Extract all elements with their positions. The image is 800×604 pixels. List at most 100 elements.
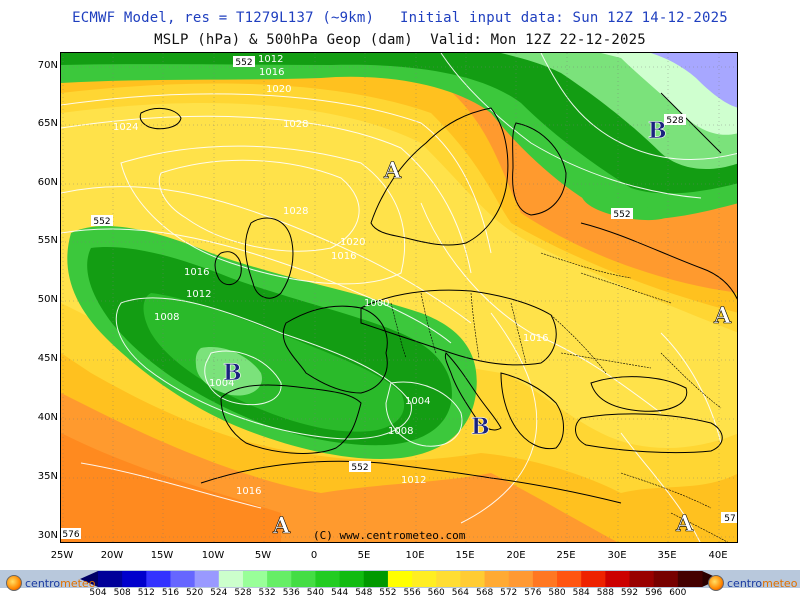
lon-label: 25E xyxy=(556,550,576,561)
isobar-label: 1008 xyxy=(388,426,413,437)
lon-label: 40E xyxy=(708,550,728,561)
low-center-italy: B xyxy=(471,414,490,440)
scale-tick-label: 544 xyxy=(331,588,349,598)
geop-field-580-sw xyxy=(61,433,281,542)
isobar-label: 1028 xyxy=(283,206,308,217)
borders xyxy=(390,252,728,542)
isobar-label: 1020 xyxy=(266,84,291,95)
scale-swatch xyxy=(605,571,631,587)
logo-icon xyxy=(6,575,22,591)
lon-label: 5E xyxy=(357,550,371,561)
svg-text:528: 528 xyxy=(666,116,683,126)
low-center-northeast: B xyxy=(648,118,667,144)
lon-label: 20E xyxy=(506,550,526,561)
scale-tick-label: 508 xyxy=(113,588,131,598)
scale-swatch xyxy=(581,571,606,587)
trough-540 xyxy=(143,293,405,432)
scale-swatch xyxy=(315,571,341,587)
scale-swatch xyxy=(194,571,220,587)
scale-arrow-left xyxy=(80,571,98,587)
map-title: ECMWF Model, res = T1279L137 (~9km) Init… xyxy=(72,10,728,26)
logo-text-part2: meteo xyxy=(60,576,96,590)
lon-label: 15W xyxy=(150,550,174,561)
logo-text-part1: centro xyxy=(25,576,61,590)
scale-tick-label: 512 xyxy=(137,588,155,598)
lon-label: 15E xyxy=(455,550,475,561)
high-center-middle-east: A xyxy=(675,511,694,537)
lat-label: 30N xyxy=(37,530,58,541)
scale-tick-label: 532 xyxy=(258,588,276,598)
scale-tick-label: 536 xyxy=(282,588,300,598)
lon-label: 25W xyxy=(50,550,74,561)
scale-swatch xyxy=(291,571,316,587)
lat-label: 45N xyxy=(37,353,58,364)
geop-label: 552 xyxy=(91,215,113,227)
geop-552-east xyxy=(581,193,671,221)
lon-label: 30E xyxy=(607,550,627,561)
isobar-label: 1008 xyxy=(154,312,179,323)
graticule xyxy=(61,53,737,542)
scale-swatch xyxy=(122,571,147,587)
coastlines xyxy=(139,92,737,504)
logo-right: centro meteo xyxy=(708,574,797,592)
scale-tick-label: 504 xyxy=(89,588,107,598)
high-center-north-africa: A xyxy=(272,513,291,539)
scale-tick-label: 600 xyxy=(669,588,687,598)
scale-tick-label: 516 xyxy=(161,588,180,598)
scale-tick-label: 588 xyxy=(596,588,614,598)
scale-tick-label: 556 xyxy=(403,588,421,598)
lat-label: 70N xyxy=(37,60,58,71)
lon-label: 0 xyxy=(310,550,318,561)
scale-swatch xyxy=(653,571,679,587)
svg-text:57: 57 xyxy=(724,514,735,524)
scale-swatch xyxy=(218,571,244,587)
isobar-label: 1000 xyxy=(364,298,389,309)
trough-core xyxy=(195,347,262,396)
lon-label: 10W xyxy=(201,550,225,561)
isobar-label: 1028 xyxy=(283,119,308,130)
geop-label-group: 552 552 552 528 552 576 xyxy=(61,56,737,540)
svg-text:552: 552 xyxy=(613,210,630,220)
pressure-centers: A A A A B B B xyxy=(223,118,733,540)
logo-text-part2: meteo xyxy=(762,576,798,590)
scale-swatch xyxy=(242,571,268,587)
forecast-map[interactable]: 1012 1016 1020 1024 1028 1028 1020 1016 … xyxy=(60,52,738,543)
geop-field-544-north xyxy=(61,53,737,194)
scale-swatch xyxy=(484,571,510,587)
scale-swatch xyxy=(629,571,655,587)
map-subtitle: MSLP (hPa) & 500hPa Geop (dam) Valid: Mo… xyxy=(154,32,646,48)
lat-label: 55N xyxy=(37,235,58,246)
isobar-label: 1016 xyxy=(523,333,548,344)
geop-label: 576 xyxy=(61,528,81,540)
lat-label: 50N xyxy=(37,294,58,305)
lon-label: 35E xyxy=(657,550,677,561)
svg-text:576: 576 xyxy=(62,530,79,540)
svg-text:552: 552 xyxy=(93,217,110,227)
svg-text:552: 552 xyxy=(235,58,252,68)
high-center-east: A xyxy=(713,303,732,329)
scale-swatch xyxy=(387,571,413,587)
isobar-label: 1016 xyxy=(184,267,209,278)
scale-swatch xyxy=(508,571,534,587)
lon-label: 20W xyxy=(100,550,124,561)
geop-label: 57 xyxy=(721,512,737,524)
lat-label: 65N xyxy=(37,118,58,129)
scale-tick-label: 572 xyxy=(500,588,518,598)
geop-label: 528 xyxy=(664,114,686,126)
scale-tick-label: 576 xyxy=(524,588,542,598)
scale-swatch xyxy=(170,571,196,587)
scale-tick-label: 596 xyxy=(645,588,663,598)
high-center-scandinavia: A xyxy=(383,158,402,184)
scale-swatch xyxy=(677,571,703,587)
isobar-label: 1004 xyxy=(209,378,234,389)
low-center-biscay: B xyxy=(223,360,242,386)
scale-swatch xyxy=(267,571,292,587)
scale-tick-label: 552 xyxy=(379,588,397,598)
scale-swatch xyxy=(436,571,461,587)
isobar-label: 1004 xyxy=(405,396,430,407)
scale-swatch xyxy=(557,571,582,587)
scale-swatch xyxy=(339,571,365,587)
geop-label: 552 xyxy=(349,461,371,473)
isobar-label: 1016 xyxy=(331,251,356,262)
scale-tick-label: 560 xyxy=(427,588,445,598)
